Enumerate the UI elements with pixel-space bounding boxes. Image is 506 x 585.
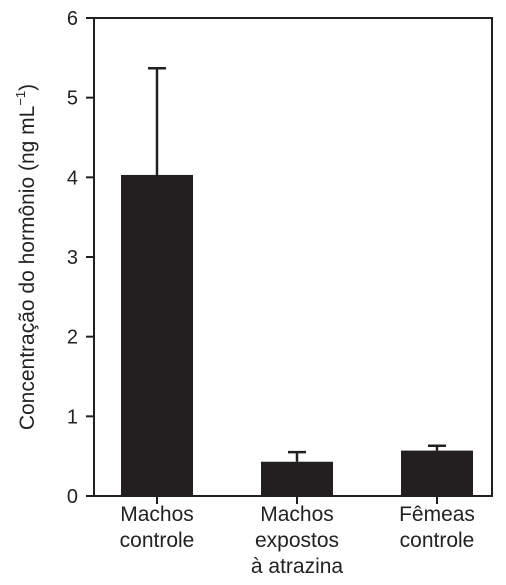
error-bar-3 (428, 444, 446, 451)
x-category-label-line: Fêmeas (399, 503, 475, 526)
y-tick-label-2: 2 (67, 327, 78, 349)
y-axis-title-superscript: −1 (13, 91, 28, 106)
x-category-label-3: Fêmeas controle (399, 503, 475, 552)
y-tick-label-4: 4 (67, 167, 78, 189)
x-category-label-2: Machos expostos à atrazina (251, 503, 344, 578)
y-tick-label-6: 6 (67, 8, 78, 30)
y-tick-label-0: 0 (67, 486, 78, 508)
y-axis-title-close: ) (16, 84, 39, 91)
x-category-label-line: controle (120, 529, 195, 552)
error-bar-1 (148, 66, 166, 175)
x-category-label-line: à atrazina (251, 555, 344, 578)
y-tick-label-3: 3 (67, 247, 78, 269)
bar-2 (261, 461, 333, 496)
error-bar-2 (288, 450, 306, 462)
x-category-label-line: expostos (255, 529, 339, 552)
y-axis-title-main: Concentração do hormônio (ng mL (16, 106, 39, 431)
bar-3 (401, 450, 473, 496)
bars-layer (121, 174, 473, 496)
labels-layer: 0 1 2 3 4 5 6 Machos controle Machos expostos à atr… (67, 8, 475, 578)
x-category-label-1: Machos controle (120, 503, 195, 552)
x-category-label-line: Machos (260, 503, 334, 526)
axes-layer (86, 17, 493, 504)
y-tick-label-5: 5 (67, 88, 78, 110)
x-category-label-line: Machos (120, 503, 194, 526)
y-tick-label-1: 1 (67, 406, 78, 428)
x-category-label-line: controle (400, 529, 475, 552)
bar-1 (121, 174, 193, 496)
error-bars-layer (148, 66, 446, 462)
y-axis-title: Concentração do hormônio (ng mL−1) (13, 84, 39, 430)
